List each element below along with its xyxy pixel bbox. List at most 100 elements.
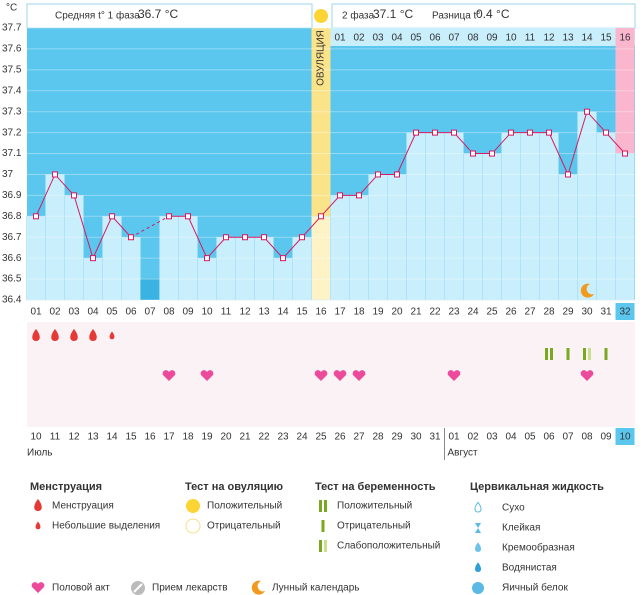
phase2-value: 37.1 °C xyxy=(373,7,413,21)
legend-label: Половой акт xyxy=(52,583,110,594)
point xyxy=(166,213,172,220)
x-tick-label: 29 xyxy=(562,307,574,318)
x-tick-label: 17 xyxy=(334,307,346,318)
calendar-date: 11 xyxy=(50,432,61,443)
pregnancy-test xyxy=(583,348,586,360)
x-tick-label: 23 xyxy=(448,307,460,318)
bar xyxy=(121,236,141,301)
calendar-date: 29 xyxy=(391,432,403,443)
x-tick-label: 22 xyxy=(429,307,441,318)
intercourse-heart xyxy=(580,370,594,381)
point xyxy=(90,255,96,262)
legend-icon xyxy=(475,523,481,533)
phase2-day: 13 xyxy=(562,33,574,44)
point xyxy=(242,234,248,241)
point xyxy=(584,108,590,115)
calendar-date: 23 xyxy=(277,432,289,443)
point xyxy=(204,255,210,262)
intercourse-heart xyxy=(333,370,347,381)
legend-icon xyxy=(186,499,200,513)
bar xyxy=(349,195,369,301)
y-tick-label: 36.7 xyxy=(2,232,22,243)
calendar-date: 12 xyxy=(68,432,80,443)
x-tick-label: 19 xyxy=(372,307,384,318)
missing-column xyxy=(140,279,160,300)
phase2-label: 2 фаза xyxy=(342,10,375,22)
calendar-date: 01 xyxy=(448,432,460,443)
x-tick-label: 13 xyxy=(258,307,270,318)
calendar-date: 22 xyxy=(258,432,270,443)
calendar-date: 17 xyxy=(163,432,175,443)
y-tick-label: 37.2 xyxy=(2,127,22,138)
legend-icon xyxy=(319,540,322,552)
point xyxy=(413,129,419,136)
legend-label: Небольшие выделения xyxy=(52,520,160,532)
legend-label: Клейкая xyxy=(502,523,540,534)
phase2-today xyxy=(615,28,635,46)
x-tick-label: 18 xyxy=(353,307,365,318)
legend-icon xyxy=(34,499,42,511)
y-tick-label: 36.5 xyxy=(2,274,22,285)
bar xyxy=(64,195,84,301)
phase1-label: Средняя t° 1 фаза xyxy=(55,10,140,22)
y-tick-label: 36.6 xyxy=(2,253,22,264)
legend-icon xyxy=(319,500,322,512)
x-tick-label: 15 xyxy=(296,307,308,318)
x-tick-label: 25 xyxy=(486,307,498,318)
menstruation-drop xyxy=(89,329,97,341)
x-tick-label: 27 xyxy=(524,307,536,318)
legend-label: Отрицательный xyxy=(207,521,281,532)
x-tick-label: 12 xyxy=(239,307,251,318)
phase2-day: 05 xyxy=(410,33,422,44)
calendar-date: 24 xyxy=(296,432,308,443)
calendar-date: 26 xyxy=(334,432,346,443)
point xyxy=(508,129,514,136)
legend-title: Менструация xyxy=(30,481,102,493)
point xyxy=(603,129,609,136)
legend-icon xyxy=(185,518,201,534)
calendar-date: 05 xyxy=(524,432,536,443)
legend-label: Отрицательный xyxy=(337,521,411,532)
legend-icon xyxy=(475,542,481,552)
point xyxy=(546,129,552,136)
legend-icon xyxy=(133,583,143,593)
calendar-date: 14 xyxy=(106,432,118,443)
point xyxy=(299,234,305,241)
legend-label: Яичный белок xyxy=(502,582,568,594)
phase1-box xyxy=(26,3,313,29)
today-date-badge xyxy=(615,428,635,445)
legend-icon xyxy=(474,501,482,513)
phase2-day: 14 xyxy=(581,33,593,44)
x-tick-label: 05 xyxy=(106,307,118,318)
phase2-day: 03 xyxy=(372,33,384,44)
point xyxy=(375,171,381,178)
point xyxy=(318,213,324,220)
ovulation-sun xyxy=(314,9,328,23)
calendar-date: 10 xyxy=(30,432,42,443)
lunar-moon xyxy=(580,283,594,298)
calendar-date: 16 xyxy=(144,432,156,443)
point xyxy=(33,213,39,220)
pregnancy-test xyxy=(550,348,553,360)
calendar-date: 08 xyxy=(581,432,593,443)
point xyxy=(489,150,495,157)
y-tick-label: 37.1 xyxy=(2,148,22,159)
x-tick-label: 02 xyxy=(49,307,61,318)
intercourse-heart xyxy=(314,370,328,381)
legend-title: Тест на овуляцию xyxy=(185,481,283,493)
point xyxy=(223,234,229,241)
pregnancy-test xyxy=(588,348,591,360)
phase2-day: 01 xyxy=(334,33,346,44)
phase2-day: 16 xyxy=(619,33,631,44)
point xyxy=(356,192,362,199)
point xyxy=(432,129,438,136)
point xyxy=(261,234,267,241)
calendar-date: 07 xyxy=(562,432,574,443)
bar xyxy=(235,236,255,301)
legend-label: Прием лекарств xyxy=(152,583,228,594)
calendar-date: 04 xyxy=(505,432,517,443)
y-tick-label: 37.4 xyxy=(2,85,22,96)
y-tick-label: 36.9 xyxy=(2,190,22,201)
bar xyxy=(254,236,274,301)
